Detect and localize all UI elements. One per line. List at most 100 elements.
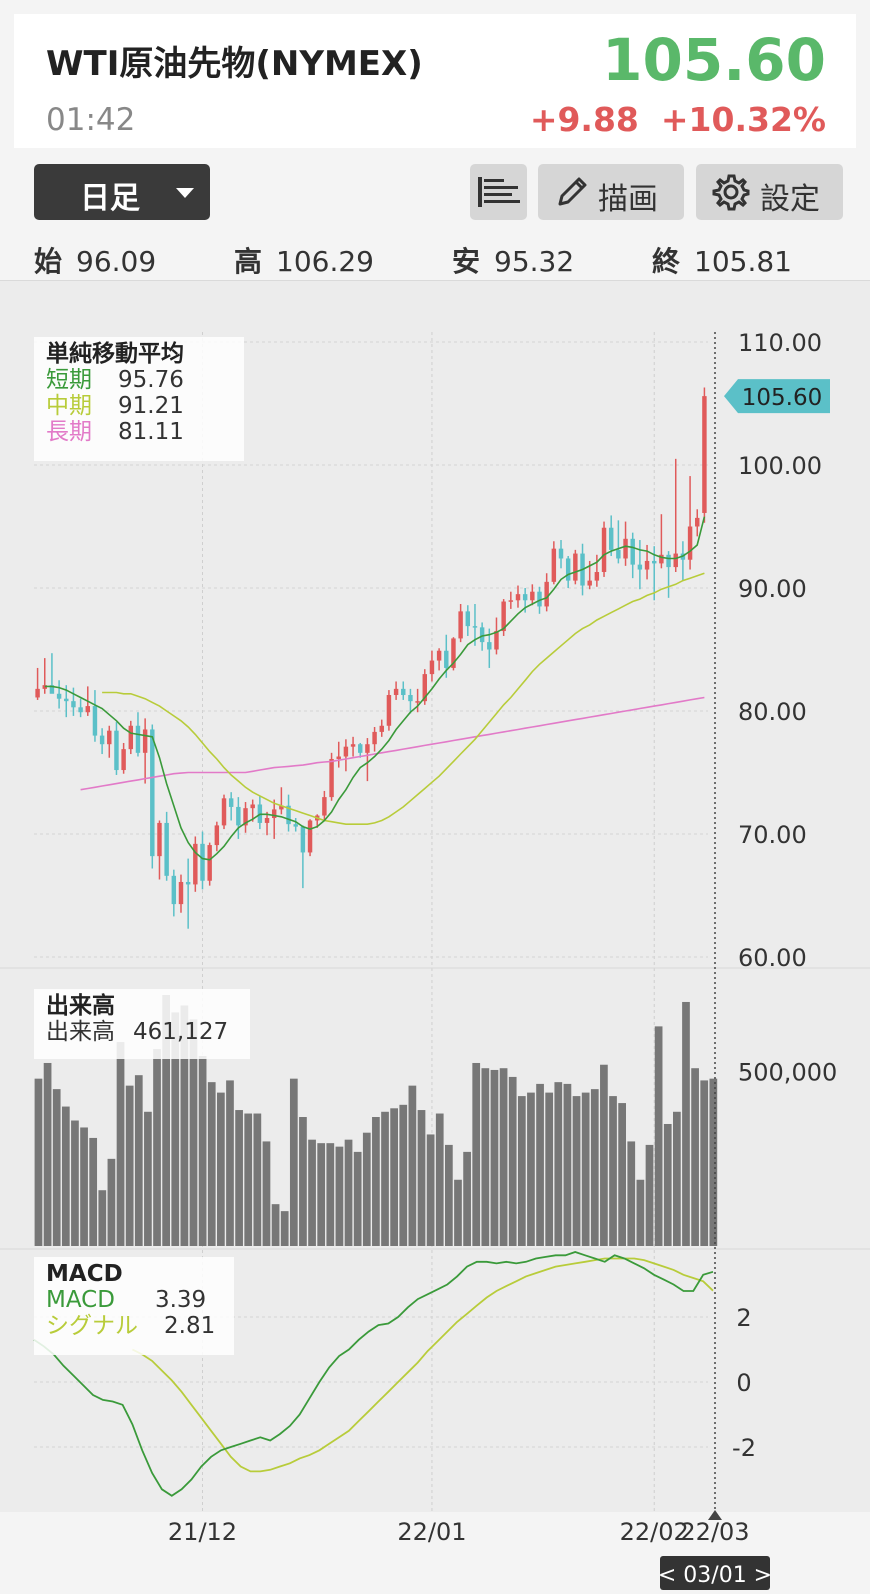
macd-row: MACD 3.39: [46, 1287, 207, 1313]
candle: [601, 521, 607, 577]
price-tick-label: 100.00: [738, 452, 822, 480]
caret-down-icon: [176, 188, 194, 198]
candle-body: [565, 558, 571, 581]
timeframe-dropdown[interactable]: 日足: [34, 164, 210, 220]
candle: [49, 653, 55, 694]
candle-body: [56, 693, 62, 699]
signal-row: シグナル 2.81: [46, 1313, 216, 1339]
candle: [659, 514, 664, 569]
candle: [465, 605, 471, 636]
candle-body: [601, 527, 607, 573]
volume-bar: [61, 1106, 70, 1246]
quote-header: WTI原油先物(NYMEX) 01:42 105.60 +9.88 +10.32%: [14, 14, 856, 148]
candle: [687, 476, 693, 570]
candle: [271, 799, 277, 839]
price-tick-label: 90.00: [738, 575, 807, 603]
last-price-tag: [724, 379, 830, 414]
candle-body: [451, 638, 456, 668]
candle-body: [444, 650, 449, 668]
candle-body: [228, 798, 234, 807]
list-icon: [478, 177, 520, 207]
candle-body: [329, 758, 334, 798]
volume-bar: [289, 1078, 298, 1246]
candle-body: [279, 805, 284, 810]
candle-body: [465, 611, 471, 627]
candle: [56, 680, 62, 709]
volume-bar: [71, 1120, 79, 1246]
volume-bar: [682, 1001, 690, 1246]
divider: [0, 280, 870, 281]
quote-time: 01:42: [46, 102, 136, 138]
timeframe-label: 日足: [80, 181, 140, 216]
volume-bar: [299, 1117, 307, 1246]
volume-bar: [399, 1104, 408, 1246]
candle-body: [92, 706, 98, 736]
macd-tick-label: 0: [736, 1369, 751, 1397]
candle: [702, 387, 707, 523]
volume-bar: [144, 1111, 152, 1246]
candle: [78, 698, 83, 718]
x-tick-label: 22/02: [620, 1518, 689, 1546]
volume-bar: [235, 1110, 243, 1246]
candle: [458, 603, 463, 643]
candle-body: [558, 548, 564, 559]
volume-bar: [417, 1110, 426, 1246]
volume-bar: [43, 1062, 52, 1246]
candle-body: [35, 688, 40, 698]
candle-body: [587, 580, 592, 586]
instrument-title: WTI原油先物(NYMEX): [46, 44, 423, 84]
volume-bar: [426, 1134, 435, 1246]
candle-body: [573, 553, 578, 581]
candle: [393, 681, 399, 700]
candle-body: [322, 797, 327, 816]
candle: [673, 458, 678, 573]
candle: [128, 720, 134, 755]
candle-body: [307, 820, 313, 853]
settings-button[interactable]: 設定: [696, 164, 843, 220]
candle: [329, 752, 334, 801]
candle-body: [687, 526, 693, 560]
volume-bar: [481, 1068, 490, 1246]
candle: [214, 821, 220, 852]
candle: [630, 532, 635, 579]
candle: [501, 599, 506, 636]
price-tick-label: 110.00: [738, 329, 822, 357]
volume-bar: [499, 1068, 508, 1246]
last-price: 105.60: [602, 26, 826, 94]
candle-body: [178, 881, 184, 905]
candle: [264, 811, 270, 836]
volume-bar: [517, 1096, 526, 1246]
indicator-list-button[interactable]: [470, 164, 527, 220]
candle: [637, 540, 643, 590]
candle: [436, 648, 442, 671]
volume-bar: [600, 1064, 608, 1246]
volume-bar: [700, 1080, 709, 1246]
candle-body: [114, 730, 119, 771]
volume-bar: [463, 1151, 471, 1246]
candle: [157, 820, 162, 880]
candle-body: [673, 553, 678, 568]
volume-bar: [134, 1075, 143, 1246]
candle-body: [207, 845, 212, 881]
candle: [623, 521, 628, 566]
candle-body: [408, 695, 413, 702]
candle: [415, 688, 420, 713]
candle-body: [652, 560, 657, 564]
draw-button[interactable]: 描画: [538, 164, 684, 220]
volume-bar: [627, 1141, 636, 1246]
candle: [178, 874, 184, 913]
candle: [401, 681, 406, 700]
candle-body: [379, 725, 384, 732]
volume-bar: [536, 1083, 544, 1246]
candle-body: [135, 725, 141, 753]
macd-legend-title: MACD: [46, 1261, 123, 1287]
candle: [142, 718, 148, 784]
candle-body: [551, 548, 557, 582]
candle: [279, 787, 284, 815]
candle-body: [530, 591, 535, 601]
volume-bar: [89, 1137, 98, 1246]
price-tick-label: 70.00: [738, 821, 807, 849]
gear-icon: [712, 174, 750, 211]
candle: [408, 688, 413, 714]
